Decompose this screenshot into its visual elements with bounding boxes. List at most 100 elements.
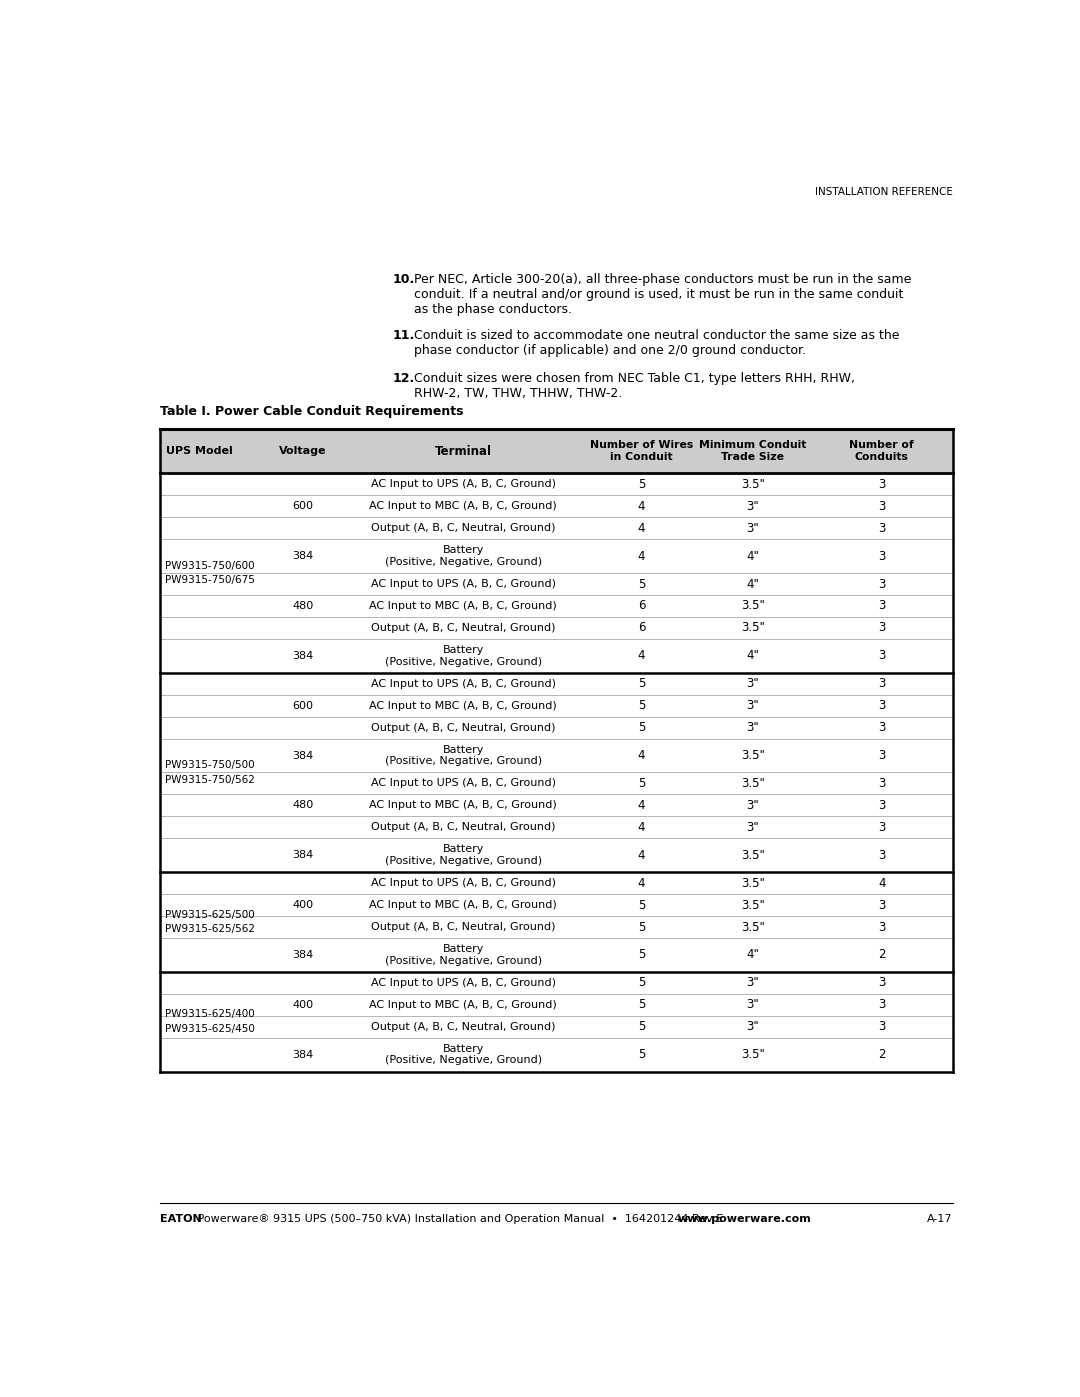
Text: 400: 400 xyxy=(293,1000,313,1010)
Text: 3.5": 3.5" xyxy=(741,622,765,634)
Text: 3: 3 xyxy=(878,977,886,989)
Text: 384: 384 xyxy=(293,950,314,960)
Text: PW9315-750/600
PW9315-750/675: PW9315-750/600 PW9315-750/675 xyxy=(165,560,255,585)
Text: 3: 3 xyxy=(878,777,886,789)
Text: 5: 5 xyxy=(638,678,645,690)
Text: Minimum Conduit
Trade Size: Minimum Conduit Trade Size xyxy=(699,440,807,462)
Text: 3": 3" xyxy=(746,678,759,690)
Text: 3: 3 xyxy=(878,898,886,912)
Text: Output (A, B, C, Neutral, Ground): Output (A, B, C, Neutral, Ground) xyxy=(370,722,555,732)
Text: AC Input to UPS (A, B, C, Ground): AC Input to UPS (A, B, C, Ground) xyxy=(370,679,556,689)
Text: Terminal: Terminal xyxy=(435,444,491,457)
Text: 4: 4 xyxy=(637,650,645,662)
Text: 3": 3" xyxy=(746,721,759,733)
Text: 5: 5 xyxy=(638,1020,645,1034)
Text: Output (A, B, C, Neutral, Ground): Output (A, B, C, Neutral, Ground) xyxy=(370,623,555,633)
Text: 5: 5 xyxy=(638,698,645,712)
Text: 2: 2 xyxy=(878,949,886,961)
Text: 3: 3 xyxy=(878,599,886,612)
Text: AC Input to UPS (A, B, C, Ground): AC Input to UPS (A, B, C, Ground) xyxy=(370,778,556,788)
Text: PW9315-625/500
PW9315-625/562: PW9315-625/500 PW9315-625/562 xyxy=(165,909,255,935)
Text: AC Input to UPS (A, B, C, Ground): AC Input to UPS (A, B, C, Ground) xyxy=(370,479,556,489)
Text: 3: 3 xyxy=(878,650,886,662)
Text: 5: 5 xyxy=(638,721,645,733)
Text: 3.5": 3.5" xyxy=(741,898,765,912)
Text: AC Input to MBC (A, B, C, Ground): AC Input to MBC (A, B, C, Ground) xyxy=(369,900,557,909)
Text: 5: 5 xyxy=(638,898,645,912)
Text: 3: 3 xyxy=(878,999,886,1011)
Text: Output (A, B, C, Neutral, Ground): Output (A, B, C, Neutral, Ground) xyxy=(370,922,555,932)
Text: 3": 3" xyxy=(746,500,759,513)
Text: 4: 4 xyxy=(637,877,645,890)
Bar xyxy=(160,429,953,474)
Text: 3.5": 3.5" xyxy=(741,921,765,933)
Text: Battery
(Positive, Negative, Ground): Battery (Positive, Negative, Ground) xyxy=(384,844,542,866)
Text: 5: 5 xyxy=(638,577,645,591)
Text: PW9315-750/500
PW9315-750/562: PW9315-750/500 PW9315-750/562 xyxy=(165,760,255,785)
Text: 4": 4" xyxy=(746,577,759,591)
Text: Per NEC, Article 300-20(a), all three-phase conductors must be run in the same
c: Per NEC, Article 300-20(a), all three-ph… xyxy=(414,274,912,316)
Text: 4: 4 xyxy=(637,799,645,812)
Text: 3.5": 3.5" xyxy=(741,599,765,612)
Text: Battery
(Positive, Negative, Ground): Battery (Positive, Negative, Ground) xyxy=(384,944,542,965)
Text: Battery
(Positive, Negative, Ground): Battery (Positive, Negative, Ground) xyxy=(384,1044,542,1066)
Text: 4: 4 xyxy=(637,500,645,513)
Text: 384: 384 xyxy=(293,851,314,861)
Text: 11.: 11. xyxy=(392,328,415,342)
Text: Conduit sizes were chosen from NEC Table C1, type letters RHH, RHW,
RHW-2, TW, T: Conduit sizes were chosen from NEC Table… xyxy=(414,372,855,400)
Text: Battery
(Positive, Negative, Ground): Battery (Positive, Negative, Ground) xyxy=(384,745,542,767)
Text: 3: 3 xyxy=(878,799,886,812)
Text: AC Input to UPS (A, B, C, Ground): AC Input to UPS (A, B, C, Ground) xyxy=(370,879,556,888)
Text: 384: 384 xyxy=(293,550,314,562)
Text: 4: 4 xyxy=(637,821,645,834)
Text: 4": 4" xyxy=(746,949,759,961)
Text: 6: 6 xyxy=(637,599,645,612)
Text: INSTALLATION REFERENCE: INSTALLATION REFERENCE xyxy=(814,187,953,197)
Text: 3.5": 3.5" xyxy=(741,1048,765,1062)
Text: 600: 600 xyxy=(293,701,313,711)
Text: Output (A, B, C, Neutral, Ground): Output (A, B, C, Neutral, Ground) xyxy=(370,1021,555,1032)
Text: 4: 4 xyxy=(637,749,645,761)
Text: 5: 5 xyxy=(638,977,645,989)
Text: 4: 4 xyxy=(637,849,645,862)
Text: 3: 3 xyxy=(878,1020,886,1034)
Text: 400: 400 xyxy=(293,900,313,909)
Text: 5: 5 xyxy=(638,949,645,961)
Text: Number of
Conduits: Number of Conduits xyxy=(849,440,914,462)
Text: 3: 3 xyxy=(878,849,886,862)
Text: AC Input to UPS (A, B, C, Ground): AC Input to UPS (A, B, C, Ground) xyxy=(370,978,556,988)
Text: 5: 5 xyxy=(638,777,645,789)
Text: 480: 480 xyxy=(293,800,314,810)
Text: PW9315-625/400
PW9315-625/450: PW9315-625/400 PW9315-625/450 xyxy=(165,1010,255,1034)
Text: 3: 3 xyxy=(878,549,886,563)
Text: 3: 3 xyxy=(878,749,886,761)
Text: 6: 6 xyxy=(637,622,645,634)
Text: 4": 4" xyxy=(746,650,759,662)
Text: 384: 384 xyxy=(293,750,314,760)
Text: 3: 3 xyxy=(878,921,886,933)
Text: AC Input to MBC (A, B, C, Ground): AC Input to MBC (A, B, C, Ground) xyxy=(369,800,557,810)
Text: 12.: 12. xyxy=(392,372,415,384)
Text: 480: 480 xyxy=(293,601,314,610)
Text: www.powerware.com: www.powerware.com xyxy=(677,1214,811,1224)
Text: 3": 3" xyxy=(746,999,759,1011)
Text: 3": 3" xyxy=(746,821,759,834)
Text: 3": 3" xyxy=(746,1020,759,1034)
Text: 3.5": 3.5" xyxy=(741,749,765,761)
Text: 384: 384 xyxy=(293,1049,314,1060)
Text: Output (A, B, C, Neutral, Ground): Output (A, B, C, Neutral, Ground) xyxy=(370,823,555,833)
Text: 3: 3 xyxy=(878,521,886,535)
Text: 5: 5 xyxy=(638,999,645,1011)
Text: 2: 2 xyxy=(878,1048,886,1062)
Text: Output (A, B, C, Neutral, Ground): Output (A, B, C, Neutral, Ground) xyxy=(370,524,555,534)
Text: 3: 3 xyxy=(878,622,886,634)
Text: AC Input to MBC (A, B, C, Ground): AC Input to MBC (A, B, C, Ground) xyxy=(369,701,557,711)
Text: 3: 3 xyxy=(878,821,886,834)
Text: Voltage: Voltage xyxy=(280,446,327,455)
Text: 4: 4 xyxy=(878,877,886,890)
Text: 3: 3 xyxy=(878,577,886,591)
Text: AC Input to MBC (A, B, C, Ground): AC Input to MBC (A, B, C, Ground) xyxy=(369,601,557,610)
Text: AC Input to MBC (A, B, C, Ground): AC Input to MBC (A, B, C, Ground) xyxy=(369,502,557,511)
Text: 3: 3 xyxy=(878,478,886,490)
Text: 10.: 10. xyxy=(392,274,415,286)
